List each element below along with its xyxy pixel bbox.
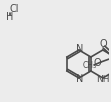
Text: Cl: Cl	[9, 4, 19, 14]
Text: N: N	[76, 74, 84, 84]
Text: CH₃: CH₃	[83, 60, 97, 69]
Text: NH: NH	[96, 75, 110, 84]
Text: O: O	[93, 58, 101, 68]
Text: N: N	[76, 44, 84, 54]
Text: H: H	[6, 12, 14, 22]
Text: O: O	[99, 39, 107, 49]
